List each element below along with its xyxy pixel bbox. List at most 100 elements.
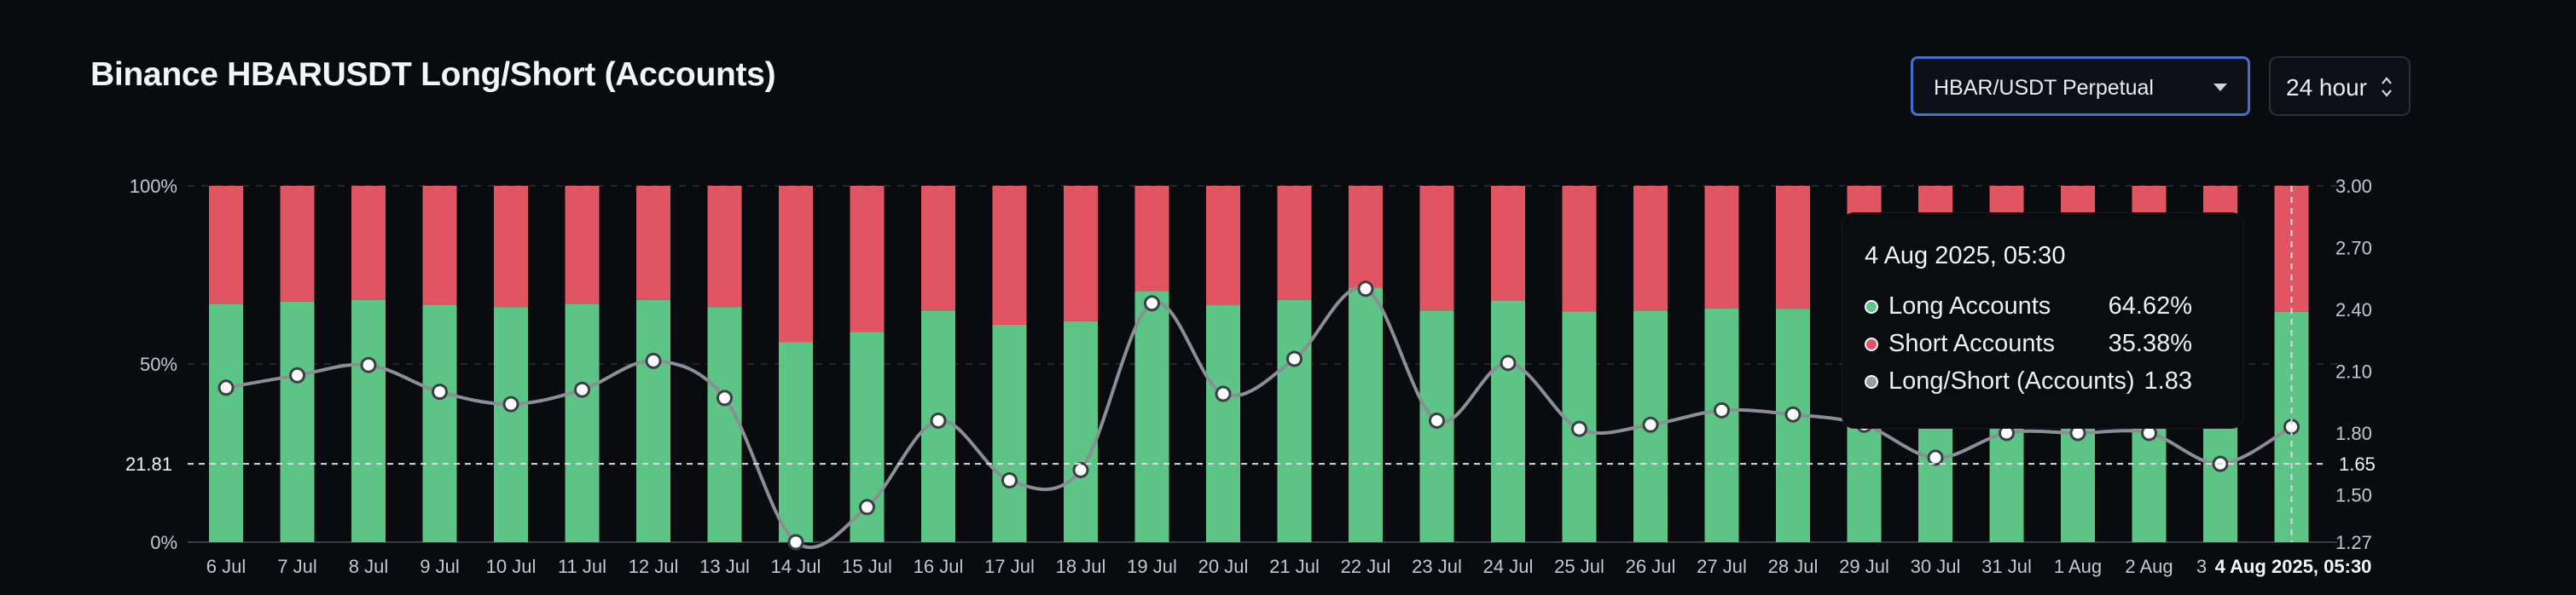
ratio-point [1714, 401, 1730, 419]
x-axis-tick-label: 24 Jul [1483, 556, 1534, 577]
bar-long [1491, 300, 1525, 542]
bar-short [1134, 186, 1169, 292]
bar-short [1633, 186, 1668, 311]
right-axis-tick-label: 1.50 [2335, 484, 2372, 505]
bar-short [1206, 186, 1240, 306]
ratio-point [289, 367, 305, 384]
ratio-point [1571, 420, 1587, 437]
ratio-point [645, 352, 662, 369]
ratio-point [218, 379, 235, 396]
x-axis-tick-label: 17 Jul [984, 556, 1035, 577]
long-legend-dot [1865, 300, 1878, 314]
bar-short [1419, 186, 1454, 311]
left-axis-tick-label: 0% [150, 532, 177, 553]
ratio-point [502, 396, 519, 413]
x-axis-tick-label: 2 Aug [2125, 556, 2173, 577]
bar-short [280, 186, 315, 302]
tooltip-row-name: Long Accounts [1888, 292, 2051, 320]
bar-short [1776, 186, 1810, 309]
bar-short [565, 186, 600, 304]
ratio-point [1429, 412, 1445, 429]
x-axis-tick-label: 6 Jul [206, 556, 246, 577]
ratio-point [859, 499, 875, 516]
tooltip-row-long: Long Accounts 64.62% [1865, 292, 2221, 330]
bar-long [1277, 299, 1312, 542]
left-axis-tick-label: 50% [140, 354, 177, 375]
ratio-point [2069, 425, 2086, 442]
symbol-select-label: HBAR/USDT Perpetual [1934, 76, 2154, 100]
bar-long [422, 304, 457, 542]
ratio-point [1072, 461, 1089, 478]
x-axis-tick-label: 21 Jul [1269, 556, 1320, 577]
tooltip-title: 4 Aug 2025, 05:30 [1865, 242, 2066, 269]
bar-long [992, 325, 1027, 542]
bar-short [1491, 186, 1525, 301]
x-axis-tick-label: 10 Jul [486, 556, 537, 577]
x-axis-tick-label: 30 Jul [1911, 556, 1961, 577]
crosshair-x-label: 4 Aug 2025, 05:30 [2215, 556, 2372, 577]
x-axis-tick-label: 31 Jul [1981, 556, 2032, 577]
x-axis-tick-label: 1 Aug [2054, 556, 2102, 577]
right-axis-tick-label: 1.27 [2335, 532, 2372, 553]
ratio-legend-dot [1865, 375, 1878, 389]
x-axis-tick-label: 13 Jul [699, 556, 750, 577]
bar-long [280, 301, 315, 542]
ratio-point [1927, 449, 1944, 466]
up-down-chevron-icon [2382, 77, 2392, 97]
crosshair-right-label-bg [2327, 447, 2405, 482]
right-axis-tick-label: 2.70 [2335, 237, 2372, 258]
x-axis-tick-label: 7 Jul [277, 556, 316, 577]
right-axis-tick-label: 2.10 [2335, 361, 2372, 382]
crosshair-left-label-bg [106, 447, 184, 482]
symbol-select[interactable]: HBAR/USDT Perpetual [1911, 56, 2250, 116]
tooltip-row-short: Short Accounts 35.38% [1865, 330, 2221, 367]
right-axis-tick-label: 2.40 [2335, 299, 2372, 321]
bar-long [1064, 321, 1098, 542]
bar-long [1134, 291, 1169, 542]
bar-long [351, 299, 386, 542]
right-axis-tick-label: 3.00 [2335, 176, 2372, 197]
period-select[interactable]: 24 hour [2269, 56, 2411, 116]
bar-long [1776, 309, 1810, 542]
x-axis-tick-label: 28 Jul [1768, 556, 1819, 577]
ratio-point [930, 412, 947, 429]
bar-short [779, 186, 813, 343]
ratio-point [2141, 425, 2157, 442]
bar-short [1562, 186, 1597, 312]
x-axis-tick-label: 19 Jul [1127, 556, 1177, 577]
left-axis-tick-label: 100% [130, 176, 177, 197]
ratio-point [1286, 350, 1303, 367]
x-axis-tick-label: 22 Jul [1341, 556, 1391, 577]
bar-long [494, 307, 528, 542]
bar-long [1206, 305, 1240, 542]
bar-short [422, 186, 457, 305]
ratio-point [1784, 406, 1801, 423]
crosshair-right-label: 1.65 [2339, 453, 2376, 475]
x-axis-tick-label: 23 Jul [1412, 556, 1462, 577]
bar-short [1704, 186, 1739, 309]
bar-long [779, 342, 813, 542]
x-axis-tick-label: 14 Jul [771, 556, 821, 577]
bar-long [565, 303, 600, 542]
x-axis-tick-label: 26 Jul [1626, 556, 1676, 577]
tooltip-row-value: 35.38% [2108, 330, 2192, 357]
tooltip-row-ratio: Long/Short (Accounts) 1.83 [1865, 367, 2221, 405]
ratio-point [574, 381, 590, 398]
crosshair-x-label-bg [2206, 551, 2377, 583]
x-axis-tick-label: 16 Jul [914, 556, 964, 577]
bar-short [636, 186, 670, 300]
bar-short [1349, 186, 1383, 288]
x-axis-tick-label: 18 Jul [1056, 556, 1106, 577]
bar-short [1064, 186, 1098, 321]
bar-short [921, 186, 955, 311]
bar-long [209, 303, 243, 542]
x-axis-tick-label: 25 Jul [1554, 556, 1604, 577]
x-axis-tick-label: 8 Jul [349, 556, 388, 577]
x-axis-tick-label: 15 Jul [842, 556, 892, 577]
bar-short [494, 186, 528, 308]
bar-short [707, 186, 742, 308]
ratio-point [360, 356, 377, 373]
bar-short [850, 186, 885, 332]
short-legend-dot [1865, 338, 1878, 351]
